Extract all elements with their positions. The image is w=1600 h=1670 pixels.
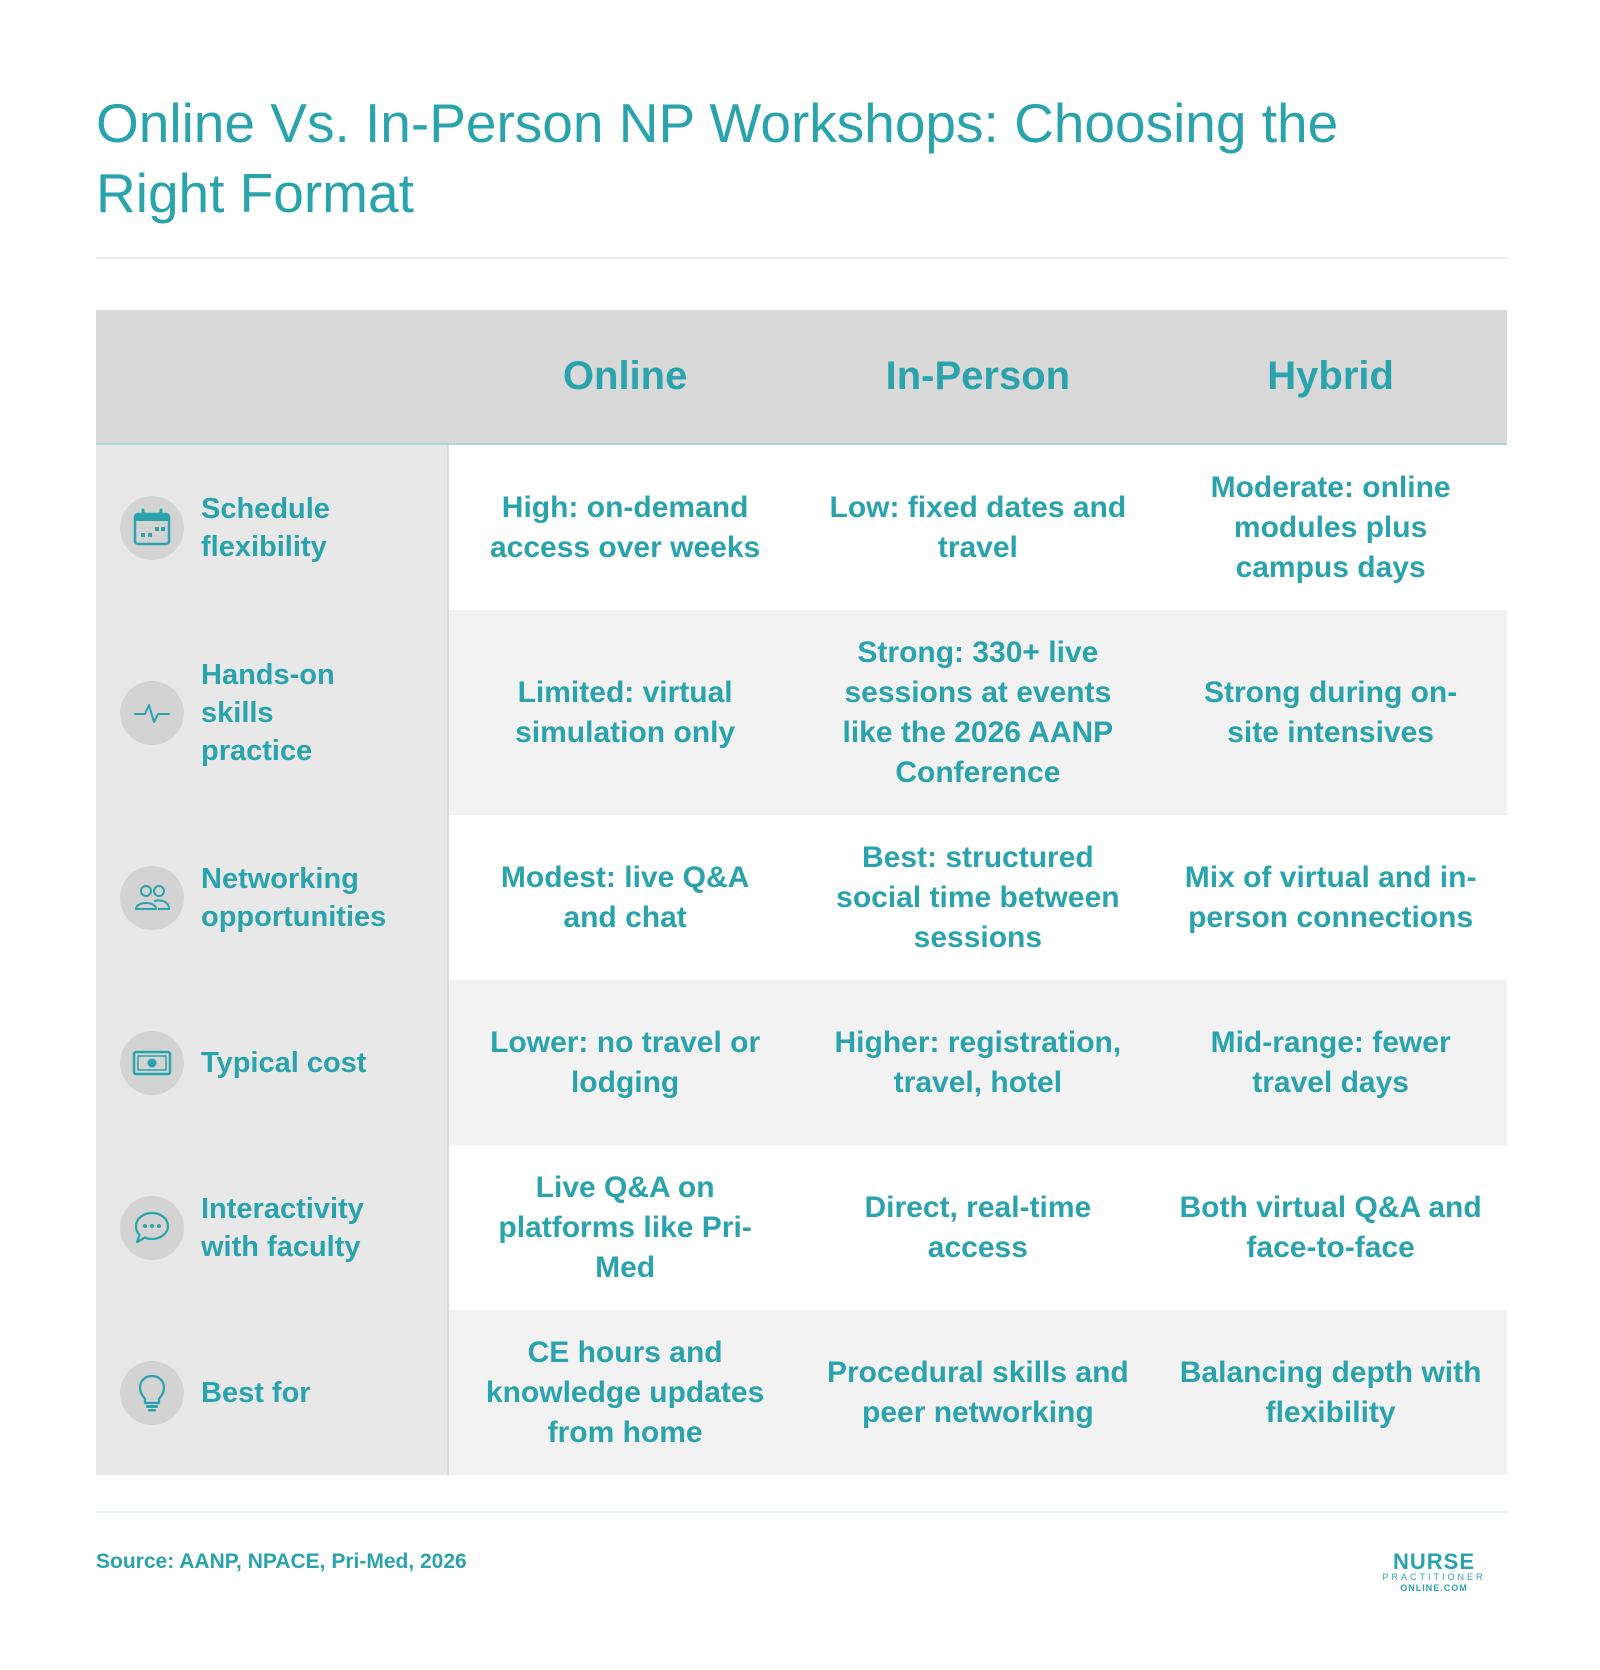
row-label: Hands-on skills practice bbox=[201, 658, 335, 767]
cell-online: Lower: no travel or lodging bbox=[448, 980, 802, 1145]
row-label-hands-on-skills: Hands-on skills practice bbox=[96, 610, 449, 815]
column-header-online: Online bbox=[562, 354, 688, 398]
brand-logo: NURSE PRACTITIONER ONLINE.COM bbox=[1378, 1549, 1490, 1596]
cell-hybrid: Mix of virtual and in-person connections bbox=[1154, 815, 1507, 980]
page-title: Online Vs. In-Person NP Workshops: Choos… bbox=[96, 92, 1339, 224]
row-label: Interactivity with faculty bbox=[201, 1192, 364, 1263]
row-label: Schedule flexibility bbox=[201, 492, 330, 563]
row-label-schedule-flexibility: Schedule flexibility bbox=[96, 445, 449, 610]
cell-in-person: Direct, real-time access bbox=[801, 1145, 1155, 1310]
table-row: Typical cost Lower: no travel or lodging… bbox=[96, 980, 1507, 1145]
chat-icon bbox=[120, 1195, 184, 1260]
row-label: Networking opportunities bbox=[201, 862, 387, 933]
cell-in-person: Higher: registration, travel, hotel bbox=[801, 980, 1155, 1145]
row-label: Typical cost bbox=[201, 1046, 367, 1079]
cell-online: Modest: live Q&A and chat bbox=[448, 815, 802, 980]
table-row: Best for CE hours and knowledge updates … bbox=[96, 1310, 1507, 1475]
table-row: Hands-on skills practice Limited: virtua… bbox=[96, 610, 1507, 815]
cell-online: Live Q&A on platforms like Pri-Med bbox=[448, 1145, 802, 1310]
comparison-table: Online In-Person Hybrid Schedule flexibi… bbox=[96, 310, 1507, 1475]
cell-online: High: on-demand access over weeks bbox=[448, 445, 802, 610]
table-row: Interactivity with faculty Live Q&A on p… bbox=[96, 1145, 1507, 1310]
header-corner bbox=[96, 310, 449, 443]
row-label-interactivity: Interactivity with faculty bbox=[96, 1145, 449, 1310]
cell-in-person: Procedural skills and peer networking bbox=[801, 1310, 1155, 1475]
cell-hybrid: Moderate: online modules plus campus day… bbox=[1154, 445, 1507, 610]
logo-line-practitioner: PRACTITIONER bbox=[1382, 1572, 1486, 1582]
lightbulb-icon bbox=[120, 1360, 184, 1425]
cell-hybrid: Mid-range: fewer travel days bbox=[1154, 980, 1507, 1145]
cell-hybrid: Strong during on-site intensives bbox=[1154, 610, 1507, 815]
footer-divider bbox=[96, 1511, 1507, 1513]
calendar-icon bbox=[120, 495, 184, 560]
pulse-icon bbox=[120, 680, 184, 745]
money-icon bbox=[120, 1030, 184, 1095]
people-icon bbox=[120, 865, 184, 930]
column-header-in-person: In-Person bbox=[885, 354, 1071, 398]
column-header-hybrid: Hybrid bbox=[1267, 354, 1394, 398]
row-label-networking: Networking opportunities bbox=[96, 815, 449, 980]
table-header: Online In-Person Hybrid bbox=[96, 310, 1507, 445]
cell-online: CE hours and knowledge updates from home bbox=[448, 1310, 802, 1475]
logo-line-nurse: NURSE bbox=[1392, 1549, 1475, 1574]
source-note: Source: AANP, NPACE, Pri-Med, 2026 bbox=[96, 1550, 467, 1573]
row-label-best-for: Best for bbox=[96, 1310, 449, 1475]
row-label: Best for bbox=[201, 1376, 311, 1409]
table-row: Schedule flexibility High: on-demand acc… bbox=[96, 445, 1507, 610]
cell-online: Limited: virtual simulation only bbox=[448, 610, 802, 815]
title-divider bbox=[96, 257, 1507, 259]
table-row: Networking opportunities Modest: live Q&… bbox=[96, 815, 1507, 980]
cell-hybrid: Both virtual Q&A and face-to-face bbox=[1154, 1145, 1507, 1310]
cell-in-person: Low: fixed dates and travel bbox=[801, 445, 1155, 610]
cell-in-person: Strong: 330+ live sessions at events lik… bbox=[801, 610, 1155, 815]
logo-line-online: ONLINE.COM bbox=[1400, 1583, 1468, 1593]
cell-in-person: Best: structured social time between ses… bbox=[801, 815, 1155, 980]
cell-hybrid: Balancing depth with flexibility bbox=[1154, 1310, 1507, 1475]
row-label-typical-cost: Typical cost bbox=[96, 980, 449, 1145]
